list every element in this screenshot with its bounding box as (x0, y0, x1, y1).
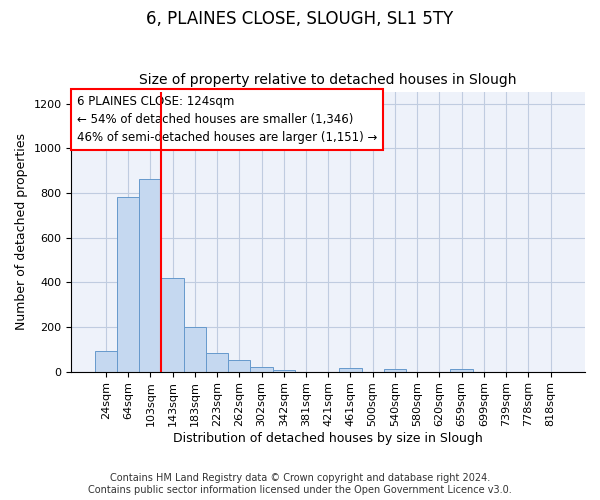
Text: 6 PLAINES CLOSE: 124sqm
← 54% of detached houses are smaller (1,346)
46% of semi: 6 PLAINES CLOSE: 124sqm ← 54% of detache… (77, 95, 377, 144)
Bar (184, 327, 206, 372)
Bar (250, 367, 272, 372)
Bar (161, 278, 184, 372)
Bar (340, 368, 362, 372)
Text: Contains HM Land Registry data © Crown copyright and database right 2024.
Contai: Contains HM Land Registry data © Crown c… (88, 474, 512, 495)
Title: Size of property relative to detached houses in Slough: Size of property relative to detached ho… (139, 73, 517, 87)
Bar (384, 370, 406, 372)
Bar (206, 352, 228, 372)
Bar (139, 180, 161, 372)
X-axis label: Distribution of detached houses by size in Slough: Distribution of detached houses by size … (173, 432, 483, 445)
Bar (228, 360, 250, 372)
Bar (95, 352, 117, 372)
Y-axis label: Number of detached properties: Number of detached properties (15, 134, 28, 330)
Bar (272, 370, 295, 372)
Bar (117, 198, 139, 372)
Bar (451, 370, 473, 372)
Text: 6, PLAINES CLOSE, SLOUGH, SL1 5TY: 6, PLAINES CLOSE, SLOUGH, SL1 5TY (146, 10, 454, 28)
